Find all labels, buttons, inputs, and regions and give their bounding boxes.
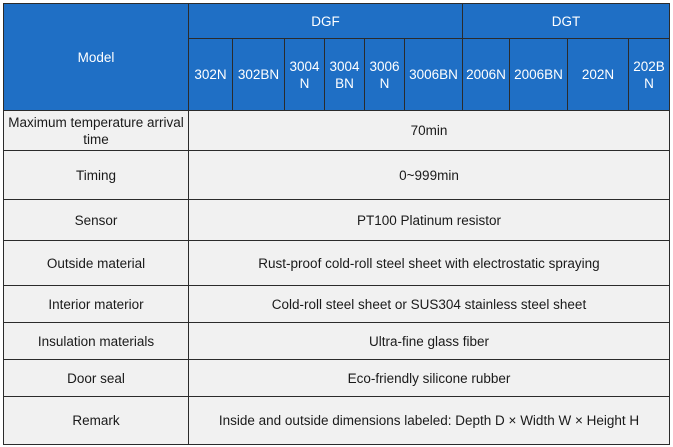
table-row: Timing 0~999min [3,150,670,200]
row-value: Inside and outside dimensions labeled: D… [188,396,670,445]
header-group-row: Model DGF DGT [3,3,670,111]
row-label: Timing [3,150,189,200]
table-row: Sensor PT100 Platinum resistor [3,199,670,241]
row-label: Maximum temperature arrival time [3,110,189,151]
row-label: Remark [3,396,189,445]
table-row: Remark Inside and outside dimensions lab… [3,396,670,445]
row-label: Outside material [3,240,189,286]
row-value: Ultra-fine glass fiber [188,322,670,360]
model-col-header: 2006BN [509,38,568,111]
model-col-header: 2006N [462,38,510,111]
model-col-header: 202N [567,38,629,111]
row-value: 0~999min [188,150,670,200]
row-value: Cold-roll steel sheet or SUS304 stainles… [188,285,670,323]
table-row: Maximum temperature arrival time 70min [3,110,670,151]
group-header-dgf: DGF [188,3,463,39]
spec-table: Model DGF DGT 302N 302BN 3004 N 3004 BN … [3,3,670,445]
table-row: Outside material Rust-proof cold-roll st… [3,240,670,286]
model-col-header: 3006 N [364,38,405,111]
header-model-row: 302N 302BN 3004 N 3004 BN 3006 N 3006BN … [4,38,670,111]
row-label: Door seal [3,359,189,397]
model-header: Model [3,3,189,111]
model-col-header: 3004 BN [324,38,365,111]
row-value: 70min [188,110,670,151]
table-row: Insulation materials Ultra-fine glass fi… [3,322,670,360]
table-row: Interior materior Cold-roll steel sheet … [3,285,670,323]
model-col-header: 3006BN [404,38,463,111]
table-row: Door seal Eco-friendly silicone rubber [3,359,670,397]
row-label: Insulation materials [3,322,189,360]
group-header-dgt: DGT [462,3,670,39]
row-value: Eco-friendly silicone rubber [188,359,670,397]
row-label: Sensor [3,199,189,241]
row-value: Rust-proof cold-roll steel sheet with el… [188,240,670,286]
model-col-header: 3004 N [284,38,325,111]
row-value: PT100 Platinum resistor [188,199,670,241]
row-label: Interior materior [3,285,189,323]
model-col-header: 202B N [628,38,670,111]
model-col-header: 302N [188,38,233,111]
model-col-header: 302BN [232,38,285,111]
